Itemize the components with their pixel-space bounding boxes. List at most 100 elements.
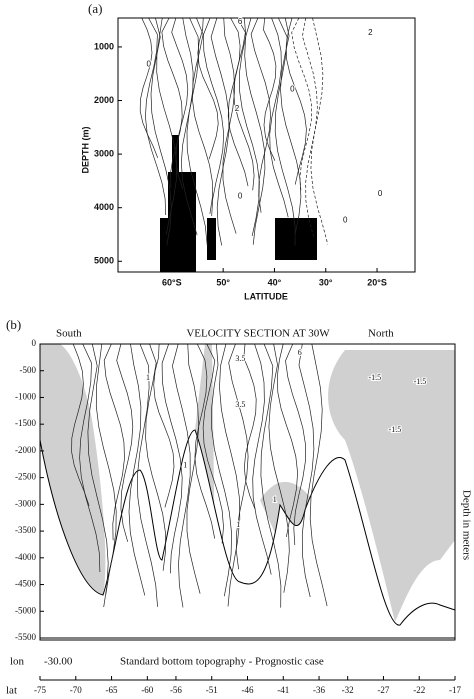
contour-line [309, 343, 328, 607]
contour-label: -1.5 [389, 425, 402, 434]
caption: Standard bottom topography - Prognostic … [120, 656, 324, 668]
plot-frame [117, 17, 416, 273]
contour-line [228, 343, 249, 570]
y-tick-label: 0 [32, 338, 37, 348]
x-tick-label: 30° [319, 277, 333, 287]
contour-line [71, 343, 90, 506]
contour-line [310, 17, 329, 245]
contour-label: 6 [298, 348, 302, 357]
x-tick-label: 50° [216, 277, 230, 287]
contour-line [161, 343, 183, 574]
y-axis-label: Depth in meters [460, 490, 472, 560]
seafloor [160, 218, 170, 272]
y-tick-label: -2500 [15, 472, 36, 482]
contours [71, 343, 328, 608]
x-tick-label: 60°S [162, 277, 182, 287]
x-tick-label: -65 [106, 685, 118, 695]
seafloor [275, 218, 317, 260]
contour-line [274, 17, 296, 246]
y-tick-label: 5000 [94, 256, 114, 266]
contour-label: 1 [236, 520, 240, 529]
x-axis-label: lat [6, 685, 17, 697]
contour-line [194, 343, 216, 539]
shaded-region [328, 350, 455, 622]
contour-label: -1.5 [369, 373, 382, 382]
contour-line [180, 17, 198, 236]
contour-line [103, 343, 125, 541]
y-tick-label: -1000 [15, 392, 36, 402]
contour-line [192, 17, 213, 214]
contour-line [302, 17, 318, 237]
plot-frame [39, 343, 456, 639]
contour-line [145, 17, 167, 216]
contour-line [239, 17, 260, 236]
y-tick-label: -500 [20, 365, 37, 375]
x-tick-label: -70 [70, 685, 82, 695]
x-tick-label: -27 [377, 685, 389, 695]
seafloor [207, 218, 216, 260]
x-tick-label: -75 [34, 685, 46, 695]
x-axis-label: LATITUDE [244, 291, 288, 301]
x-tick-label: -41 [277, 685, 289, 695]
contour-line [128, 343, 146, 596]
contour-line [87, 343, 109, 608]
y-tick-label: -5500 [15, 632, 36, 642]
panel-label: (a) [88, 1, 102, 16]
contour-label: 2 [235, 104, 240, 113]
contour-line [243, 343, 257, 510]
y-tick-label: -4500 [15, 579, 36, 589]
contour-line [116, 343, 134, 542]
contour-line [219, 343, 241, 607]
contour-label: 6 [238, 17, 243, 26]
contour-line [285, 17, 307, 185]
y-tick-label: 2000 [94, 95, 114, 105]
contour-label: 2 [368, 28, 373, 37]
shading [40, 344, 455, 622]
contour-line [172, 343, 191, 608]
contour-line [171, 17, 189, 190]
left-label: South [56, 328, 82, 340]
contour-line [233, 17, 255, 191]
contour-line [250, 17, 271, 213]
contour-line [137, 343, 158, 607]
contour-label: 1 [146, 373, 150, 382]
panel-b: 0 -500 -1000 -1500 -2000 -2500 -3000 -3500 -4000… [6, 317, 472, 697]
chart-title: VELOCITY SECTION AT 30W [186, 328, 330, 340]
contour-line [263, 17, 277, 161]
y-tick-label: -2000 [15, 445, 36, 455]
x-tick-label: -32 [342, 685, 354, 695]
x-tick-label: -51 [206, 685, 218, 695]
contour-label: 3.5 [235, 354, 245, 363]
y-tick-label: -5000 [15, 605, 36, 615]
contour-line [203, 17, 225, 217]
contour-line [145, 343, 166, 571]
y-tick-label: 3000 [94, 148, 114, 158]
contour-label: 0 [238, 192, 243, 201]
contour-line [161, 17, 183, 188]
contours [139, 17, 329, 246]
contour-line [276, 343, 298, 537]
contour-label: 0 [147, 60, 152, 69]
seafloor [168, 172, 196, 272]
contour-line [252, 343, 272, 575]
contour-label: 0 [343, 216, 348, 225]
contour-label: 3.5 [235, 400, 245, 409]
x-tick-label: -60 [141, 685, 153, 695]
y-tick-label: -3000 [15, 498, 36, 508]
contour-label: -1.5 [414, 377, 427, 386]
shaded-region [40, 344, 106, 595]
x-tick-label: -46 [242, 685, 254, 695]
lon-label: lon [10, 656, 25, 668]
x-tick-label: 40° [268, 277, 282, 287]
contour-line [210, 17, 230, 246]
y-tick-label: -3500 [15, 525, 36, 535]
contour-label: 0 [378, 189, 383, 198]
contour-line [197, 17, 219, 160]
bottom-topography [39, 429, 456, 641]
x-tick-label: -36 [313, 685, 325, 695]
contour-line [186, 343, 201, 594]
x-tick-label: -56 [170, 685, 182, 695]
contour-line [268, 343, 290, 593]
y-tick-label: -4000 [15, 552, 36, 562]
